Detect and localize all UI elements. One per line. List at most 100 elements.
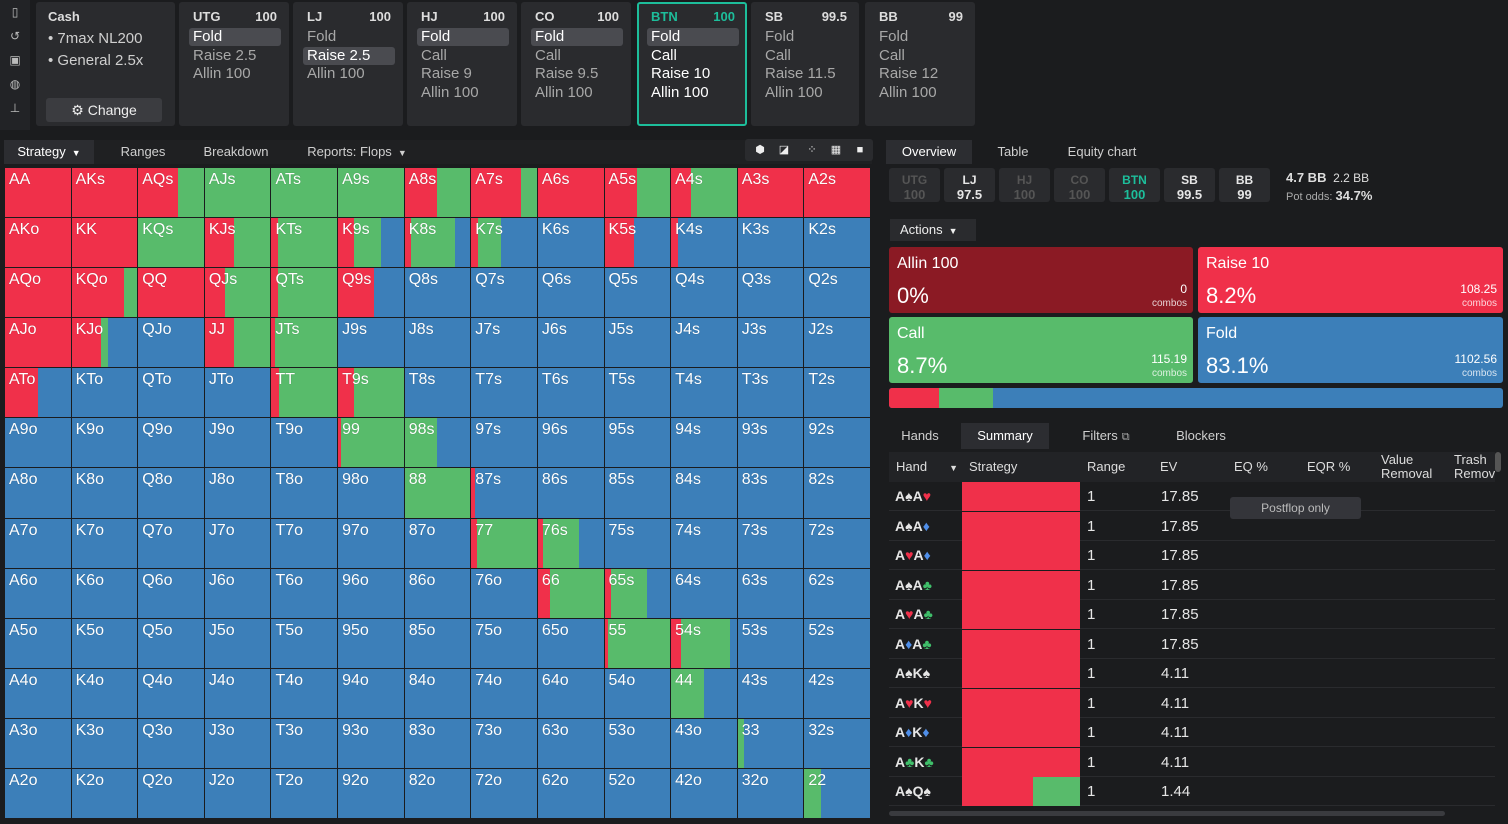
table-scrollbar-horizontal[interactable] [889, 811, 1445, 816]
hand-cell[interactable]: A7o [5, 518, 71, 568]
hand-cell[interactable]: 64o [537, 668, 604, 718]
hand-cell[interactable]: 85s [604, 468, 671, 518]
action-box-raise-10[interactable]: Raise 10 8.2% 108.25 combos [1198, 247, 1503, 313]
position-action[interactable]: Allin 100 [651, 83, 709, 101]
hand-cell[interactable]: 76s [537, 518, 604, 568]
hand-cell[interactable]: 52o [604, 768, 671, 818]
hand-cell[interactable]: KJs [204, 218, 271, 268]
hand-cell[interactable]: AQs [138, 168, 204, 218]
hand-cell[interactable]: 84s [671, 468, 737, 518]
position-action[interactable]: Raise 2.5 [303, 46, 395, 65]
position-action[interactable]: Raise 9 [421, 65, 472, 82]
table-row[interactable]: A♦A♣ 1 17.85 [889, 629, 1495, 659]
hand-cell[interactable]: J2o [204, 768, 271, 818]
hand-cell[interactable]: 52s [804, 618, 870, 668]
hand-cell[interactable]: 88 [404, 468, 471, 518]
grid-icon[interactable]: ▦ [830, 144, 842, 156]
hand-cell[interactable]: KQs [138, 218, 204, 268]
table-row[interactable]: A♠A♣ 1 17.85 [889, 570, 1495, 600]
hand-cell[interactable]: 95s [604, 418, 671, 468]
hand-cell[interactable]: 84o [404, 668, 471, 718]
hand-cell[interactable]: 43s [737, 668, 804, 718]
tab-summary[interactable]: Summary [961, 423, 1049, 449]
tab-equity-chart[interactable]: Equity chart [1067, 144, 1137, 159]
position-action[interactable]: Fold [879, 28, 909, 45]
hand-cell[interactable]: K3o [71, 718, 138, 768]
hand-cell[interactable]: A5o [5, 618, 71, 668]
hand-cell[interactable]: J5o [204, 618, 271, 668]
hand-cell[interactable]: TT [271, 368, 338, 418]
hand-cell[interactable]: K7o [71, 518, 138, 568]
hand-cell[interactable]: KQo [71, 268, 138, 318]
table-row[interactable]: A♠Q♠ 1 1.44 [889, 777, 1495, 806]
hand-cell[interactable]: 74o [471, 668, 537, 718]
tab-overview[interactable]: Overview [886, 140, 972, 164]
table-row[interactable]: A♥K♥ 1 4.11 [889, 688, 1495, 718]
hand-cell[interactable]: KJo [71, 318, 138, 368]
hand-cell[interactable]: K5s [604, 218, 671, 268]
table-row[interactable]: A♠A♦ 1 17.85 [889, 511, 1495, 541]
hand-cell[interactable]: Q2s [804, 268, 870, 318]
hand-cell[interactable]: Q4o [138, 668, 204, 718]
position-action[interactable]: Call [535, 46, 561, 64]
hand-cell[interactable]: 42o [671, 768, 737, 818]
col-value-removal[interactable]: Value Removal [1381, 452, 1433, 481]
position-action[interactable]: Allin 100 [535, 83, 593, 101]
tab-strategy[interactable]: Strategy ▼ [4, 140, 94, 164]
position-action[interactable]: Allin 100 [879, 83, 937, 101]
hand-cell[interactable]: 32s [804, 718, 870, 768]
stack-bb[interactable]: BB 99 [1219, 168, 1270, 202]
hand-cell[interactable]: 55 [604, 618, 671, 668]
stack-lj[interactable]: LJ 97.5 [944, 168, 995, 202]
hand-cell[interactable]: J2s [804, 318, 870, 368]
hand-cell[interactable]: 86o [404, 568, 471, 618]
hand-cell[interactable]: T8o [271, 468, 338, 518]
hand-cell[interactable]: JTs [271, 318, 338, 368]
hand-cell[interactable]: QTo [138, 368, 204, 418]
hand-cell[interactable]: 98s [404, 418, 471, 468]
hand-cell[interactable]: 62s [804, 568, 870, 618]
hand-cell[interactable]: T6s [537, 368, 604, 418]
hand-cell[interactable]: 95o [338, 618, 404, 668]
hand-cell[interactable]: K2o [71, 768, 138, 818]
hand-cell[interactable]: 33 [737, 718, 804, 768]
hand-cell[interactable]: T4s [671, 368, 737, 418]
hand-cell[interactable]: AKo [5, 218, 71, 268]
hand-cell[interactable]: A7s [471, 168, 537, 218]
stack-sb[interactable]: SB 99.5 [1164, 168, 1215, 202]
hand-cell[interactable]: AJo [5, 318, 71, 368]
actions-dropdown[interactable]: Actions ▼ [890, 219, 976, 241]
hand-cell[interactable]: JTo [204, 368, 271, 418]
hand-cell[interactable]: K2s [804, 218, 870, 268]
hand-cell[interactable]: 54s [671, 618, 737, 668]
col-trash-removal[interactable]: Trash Removal [1454, 453, 1495, 481]
hand-cell[interactable]: T8s [404, 368, 471, 418]
hand-cell[interactable]: J8o [204, 468, 271, 518]
tab-hands[interactable]: Hands [901, 428, 939, 443]
position-action[interactable]: Fold [647, 28, 739, 46]
hand-cell[interactable]: 93o [338, 718, 404, 768]
table-row[interactable]: A♦K♦ 1 4.11 [889, 718, 1495, 747]
hand-cell[interactable]: KTs [271, 218, 338, 268]
hand-cell[interactable]: 99 [338, 418, 404, 468]
hand-cell[interactable]: K3s [737, 218, 804, 268]
hand-cell[interactable]: Q7o [138, 518, 204, 568]
hand-cell[interactable]: 22 [804, 768, 870, 818]
hand-cell[interactable]: 73s [737, 518, 804, 568]
hand-cell[interactable]: J6o [204, 568, 271, 618]
hand-cell[interactable]: 63s [737, 568, 804, 618]
hand-cell[interactable]: A4s [671, 168, 737, 218]
hand-cell[interactable]: 72s [804, 518, 870, 568]
position-sb[interactable]: SB 99.5 Fold Call Raise 11.5 Allin 100 [751, 2, 859, 126]
hand-cell[interactable]: K4s [671, 218, 737, 268]
hand-cell[interactable]: T2s [804, 368, 870, 418]
position-action[interactable]: Raise 9.5 [535, 65, 599, 82]
hand-cell[interactable]: 66 [537, 568, 604, 618]
hand-cell[interactable]: Q8s [404, 268, 471, 318]
hand-cell[interactable]: QQ [138, 268, 204, 318]
stack-co[interactable]: CO 100 [1054, 168, 1105, 202]
history-icon[interactable]: ↺ [9, 29, 21, 43]
hand-cell[interactable]: AQo [5, 268, 71, 318]
action-box-fold[interactable]: Fold 83.1% 1102.56 combos [1198, 317, 1503, 383]
contrast-icon[interactable]: ◪ [778, 144, 790, 156]
